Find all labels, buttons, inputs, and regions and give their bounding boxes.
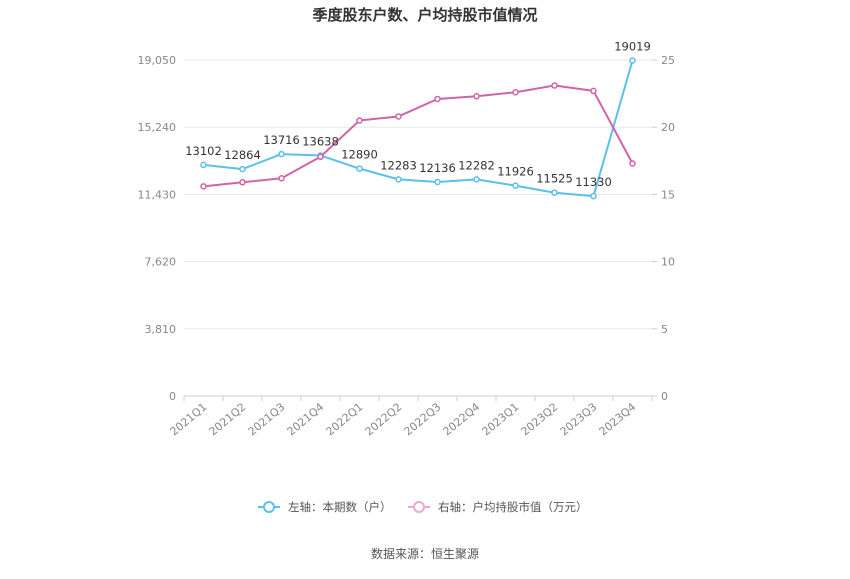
avg-value-data-point[interactable] (395, 113, 402, 120)
chart-title: 季度股东户数、户均持股市值情况 (312, 6, 537, 24)
avg-value-data-point[interactable] (434, 95, 441, 103)
holders-data-point[interactable] (551, 189, 558, 196)
holders-data-label: 12283 (380, 158, 417, 172)
x-axis-tick-label: 2021Q4 (285, 400, 327, 438)
avg-value-data-point[interactable] (200, 183, 207, 190)
holders-data-label: 12282 (458, 158, 495, 172)
left-axis-tick-label: 19,050 (138, 54, 177, 67)
x-axis-tick-label: 2021Q2 (207, 400, 249, 438)
holders-data-point[interactable] (239, 165, 246, 173)
left-axis-tick-label: 15,240 (138, 121, 177, 134)
x-axis-tick-label: 2022Q2 (363, 400, 405, 438)
x-axis-tick-label: 2021Q3 (246, 400, 288, 438)
holders-series-line (203, 60, 634, 198)
legend-holders-marker (263, 501, 275, 513)
x-axis-tick-label: 2022Q1 (324, 400, 366, 438)
x-axis-tick-label: 2023Q3 (558, 400, 600, 438)
data-source: 数据来源：恒生聚源 (371, 546, 479, 561)
legend: 左轴：本期数（户） 右轴：户均持股市值（万元） (258, 500, 588, 514)
holders-data-label: 13102 (185, 144, 222, 158)
left-axis-tick-label: 7,620 (145, 256, 177, 269)
legend-item-avg-value[interactable]: 右轴：户均持股市值（万元） (408, 500, 588, 514)
right-axis-tick-label: 20 (661, 121, 675, 134)
right-axis-tick-label: 15 (661, 188, 675, 201)
left-axis-tick-label: 11,430 (138, 188, 177, 201)
avg-value-series-line (203, 84, 634, 188)
left-axis-tick-label: 3,810 (145, 323, 177, 336)
x-axis-tick-label: 2022Q3 (402, 400, 444, 438)
right-axis-tick-label: 5 (661, 323, 668, 336)
holders-data-point[interactable] (356, 165, 363, 172)
holders-data-point[interactable] (278, 150, 285, 158)
series-layer (200, 57, 636, 200)
x-axis-tick-label: 2023Q1 (480, 400, 522, 438)
x-axis-tick-label: 2022Q4 (441, 400, 483, 438)
holders-data-label: 11525 (536, 172, 573, 186)
x-axis-tick-label: 2023Q4 (597, 400, 639, 438)
holders-data-point[interactable] (473, 176, 480, 183)
holders-data-label: 11926 (497, 165, 534, 179)
right-axis-tick-label: 0 (661, 390, 668, 403)
holders-data-label: 12136 (419, 161, 456, 175)
holders-data-point[interactable] (200, 161, 207, 169)
holders-data-point[interactable] (395, 176, 402, 183)
holders-data-label: 13716 (263, 133, 300, 147)
avg-value-data-point[interactable] (278, 175, 285, 182)
right-axis-tick-label: 25 (661, 54, 675, 67)
right-axis-tick-label: 10 (661, 256, 675, 269)
left-axis-tick-label: 0 (169, 390, 176, 403)
x-axis-tick-label: 2021Q1 (168, 400, 210, 438)
holders-data-point[interactable] (434, 178, 441, 186)
avg-value-data-point[interactable] (512, 89, 519, 96)
x-axis-ticks: 2021Q12021Q22021Q32021Q42022Q12022Q22022… (168, 396, 653, 438)
holders-data-point[interactable] (629, 57, 636, 64)
right-axis-ticks: 0 5 10 15 20 25 (652, 54, 675, 403)
left-axis-ticks: 0 3,810 7,620 11,430 15,240 19,050 (138, 54, 177, 403)
holders-data-point[interactable] (590, 192, 597, 200)
avg-value-data-point[interactable] (317, 153, 324, 161)
holders-data-label: 19019 (614, 40, 651, 54)
avg-value-data-point[interactable] (590, 87, 597, 95)
holders-data-label: 11330 (575, 175, 612, 189)
x-axis-tick-label: 2023Q2 (519, 400, 561, 438)
holders-data-label: 12890 (341, 148, 378, 162)
legend-item-holders[interactable]: 左轴：本期数（户） (258, 500, 392, 514)
avg-value-data-point[interactable] (356, 117, 363, 124)
grid-lines (184, 59, 652, 397)
holders-data-label: 13638 (302, 134, 339, 148)
holders-data-label: 12864 (224, 148, 261, 162)
avg-value-data-point[interactable] (629, 160, 636, 167)
avg-value-data-point[interactable] (239, 179, 246, 186)
avg-value-data-point[interactable] (473, 93, 480, 100)
legend-holders-label: 左轴：本期数（户） (288, 500, 392, 514)
legend-avg-value-marker (413, 501, 425, 513)
avg-value-data-point[interactable] (551, 82, 558, 89)
legend-avg-value-label: 右轴：户均持股市值（万元） (438, 500, 588, 514)
holders-data-point[interactable] (512, 182, 519, 189)
